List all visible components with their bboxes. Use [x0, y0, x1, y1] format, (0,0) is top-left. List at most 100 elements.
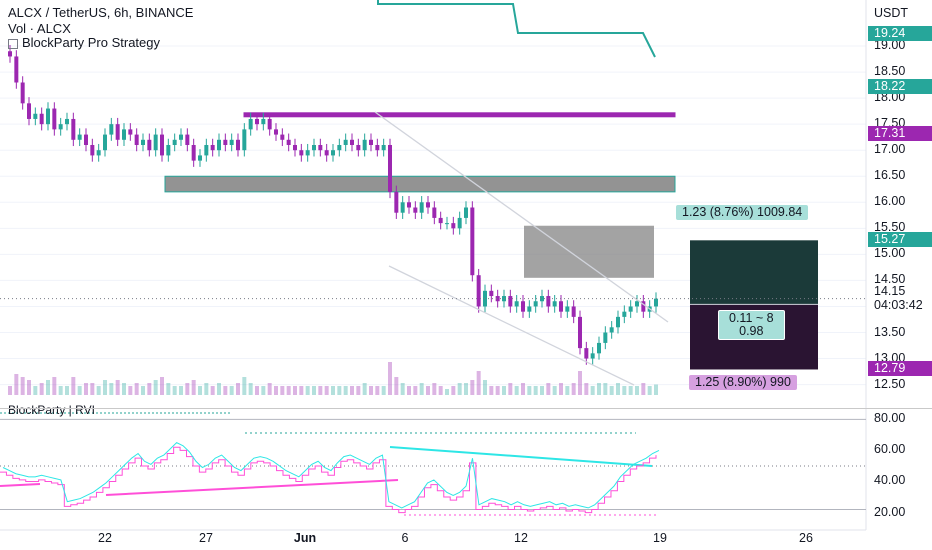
candle: [451, 223, 456, 229]
candle: [134, 134, 139, 145]
candle: [122, 129, 126, 140]
volume-bar: [388, 362, 392, 395]
candle: [65, 118, 69, 125]
volume-bar: [540, 386, 544, 395]
candle: [191, 145, 196, 161]
candle: [141, 139, 145, 145]
candle: [635, 301, 639, 307]
candle: [565, 306, 570, 312]
volume-bar: [128, 386, 133, 395]
candle: [597, 342, 601, 354]
time-tick: 27: [199, 531, 213, 545]
rvi-trend-cyan: [389, 446, 653, 467]
volume-bar: [400, 383, 405, 395]
volume-bar: [413, 386, 418, 395]
candle: [521, 301, 525, 312]
symbol-legend[interactable]: ALCX / TetherUS, 6h, BINANCE: [8, 6, 193, 20]
candle: [476, 275, 481, 307]
volume-bar: [381, 386, 386, 395]
candle: [590, 353, 595, 359]
candle: [432, 207, 437, 218]
candle: [128, 129, 133, 135]
candle: [96, 150, 101, 156]
volume-bar: [160, 377, 164, 395]
volume-bar: [77, 386, 82, 395]
candle: [153, 134, 158, 151]
resistance-zone: [164, 175, 676, 193]
candle: [413, 207, 418, 213]
candle: [388, 145, 392, 192]
candle: [274, 129, 278, 135]
volume-bar: [597, 383, 601, 395]
level-15-27: 15.27: [868, 232, 932, 248]
volume-bar: [432, 383, 437, 395]
volume-bar: [451, 386, 456, 395]
volume-bar: [33, 386, 38, 395]
volume-bar: [96, 386, 101, 395]
candle: [58, 124, 63, 130]
rvi-tick: 40.00: [874, 473, 906, 488]
volume-bar: [318, 386, 323, 395]
candle: [654, 298, 658, 307]
candle: [464, 207, 468, 218]
volume-legend[interactable]: Vol · ALCX: [8, 22, 71, 36]
candle: [267, 118, 272, 130]
target-label[interactable]: 1.23 (8.76%) 1009.84: [676, 205, 809, 220]
rvi-trend-pink: [105, 479, 399, 496]
candle: [39, 113, 44, 125]
time-tick: 22: [98, 531, 112, 545]
volume-bar: [533, 386, 538, 395]
volume-bar: [255, 386, 259, 395]
position-center-label[interactable]: 0.11 ~ 8 0.98: [718, 310, 785, 340]
volume-bar: [647, 386, 652, 395]
time-tick: 6: [401, 531, 409, 545]
pane-separator[interactable]: [0, 408, 932, 409]
candle: [8, 51, 12, 57]
volume-bar: [476, 371, 481, 395]
stop-label[interactable]: 1.25 (8.90%) 990: [689, 375, 797, 390]
candle: [603, 332, 608, 343]
volume-bar: [407, 386, 411, 395]
volume-bar: [198, 386, 202, 395]
volume-bar: [84, 383, 88, 395]
chart-grid: [0, 0, 867, 531]
candle: [375, 145, 380, 151]
candlestick-series: [8, 45, 658, 365]
chart-zones: [164, 112, 818, 370]
time-tick: 12: [514, 531, 528, 545]
candle: [343, 139, 348, 145]
volume-bar: [280, 386, 285, 395]
candle: [495, 296, 500, 302]
channel-lower: [388, 265, 635, 386]
candle: [160, 134, 164, 156]
candle: [514, 301, 519, 307]
candle: [147, 139, 152, 151]
bar-countdown: 04:03:42: [874, 298, 923, 312]
candle: [46, 108, 50, 125]
position-qty: 0.11 ~ 8: [729, 311, 774, 325]
candle: [52, 108, 57, 130]
candle: [293, 145, 297, 151]
candle: [305, 150, 310, 156]
volume-bar: [350, 386, 354, 395]
price-tick: 16.50: [874, 168, 906, 183]
volume-bar: [438, 386, 443, 395]
volume-bar: [343, 386, 348, 395]
volume-bar: [362, 383, 367, 395]
rvi-trend-left: [0, 483, 41, 487]
rvi-legend[interactable]: BlockParty | RVI: [8, 403, 95, 417]
volume-bar: [141, 386, 145, 395]
level-18-22: 18.22: [868, 78, 932, 94]
candle: [103, 134, 107, 151]
volume-bar: [641, 383, 646, 395]
candle: [362, 139, 367, 151]
candle: [204, 145, 209, 156]
volume-bar: [147, 383, 152, 395]
strategy-legend[interactable]: BlockParty Pro Strategy: [8, 36, 160, 50]
volume-bar: [312, 386, 316, 395]
candle: [261, 118, 266, 125]
volume-bar: [248, 383, 253, 395]
candle: [255, 118, 259, 125]
visibility-icon[interactable]: [8, 38, 18, 49]
